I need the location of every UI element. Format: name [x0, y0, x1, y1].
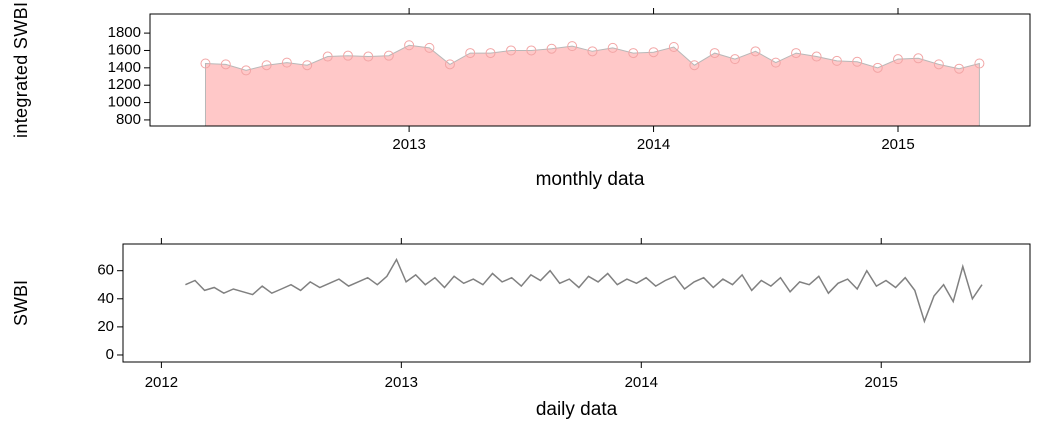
x-axis-label: monthly data — [536, 169, 645, 190]
y-tick-label: 1200 — [108, 76, 141, 93]
x-tick-label: 2015 — [881, 136, 914, 153]
point — [668, 41, 679, 52]
x-tick-label: 2013 — [385, 374, 418, 391]
x-tick-label: 2012 — [145, 374, 178, 391]
point — [811, 51, 822, 62]
point — [648, 47, 659, 58]
point — [709, 48, 720, 59]
point — [526, 45, 537, 56]
point — [750, 46, 761, 57]
point — [791, 48, 802, 59]
point — [302, 60, 313, 71]
y-tick-label: 1400 — [108, 59, 141, 76]
point — [465, 48, 476, 59]
point — [424, 42, 435, 53]
point — [261, 60, 272, 71]
point — [954, 63, 965, 74]
y-tick-label: 1800 — [108, 24, 141, 41]
y-tick-label: 0 — [106, 346, 114, 363]
line — [185, 257, 983, 324]
point — [322, 51, 333, 62]
x-tick-label: 2014 — [625, 374, 658, 391]
point — [628, 48, 639, 59]
point — [546, 43, 557, 54]
area — [204, 44, 980, 127]
point — [343, 50, 353, 61]
y-tick-label: 800 — [116, 111, 141, 128]
x-tick-label: 2014 — [637, 136, 670, 153]
point — [506, 45, 517, 56]
point — [383, 50, 394, 61]
y-axis-label: integrated SWBI — [11, 2, 31, 138]
point — [281, 57, 292, 68]
point — [974, 58, 985, 69]
y-tick-label: 1600 — [108, 41, 141, 58]
y-tick-label: 60 — [97, 262, 114, 279]
x-tick-label: 2013 — [392, 136, 425, 153]
point — [689, 60, 700, 71]
point — [363, 51, 374, 62]
y-tick-label: 20 — [97, 318, 114, 335]
point — [852, 56, 863, 67]
point — [200, 58, 211, 69]
x-axis-label: daily data — [536, 399, 618, 420]
point — [241, 65, 252, 76]
point — [607, 42, 618, 53]
point — [872, 62, 883, 73]
point — [567, 41, 578, 52]
point — [770, 57, 781, 68]
point — [220, 59, 231, 70]
point — [913, 53, 924, 64]
point — [831, 55, 842, 66]
point — [404, 40, 415, 51]
plot-frame — [122, 243, 1031, 363]
y-tick-label: 40 — [97, 290, 114, 307]
y-axis-label: SWBI — [11, 280, 31, 326]
y-tick-label: 1000 — [108, 94, 141, 111]
point — [729, 54, 740, 65]
point — [893, 54, 903, 65]
point — [933, 59, 944, 70]
point — [587, 46, 598, 57]
x-tick-label: 2015 — [865, 374, 898, 391]
point — [444, 59, 455, 70]
plot-frame — [149, 13, 1031, 127]
point — [485, 48, 496, 59]
